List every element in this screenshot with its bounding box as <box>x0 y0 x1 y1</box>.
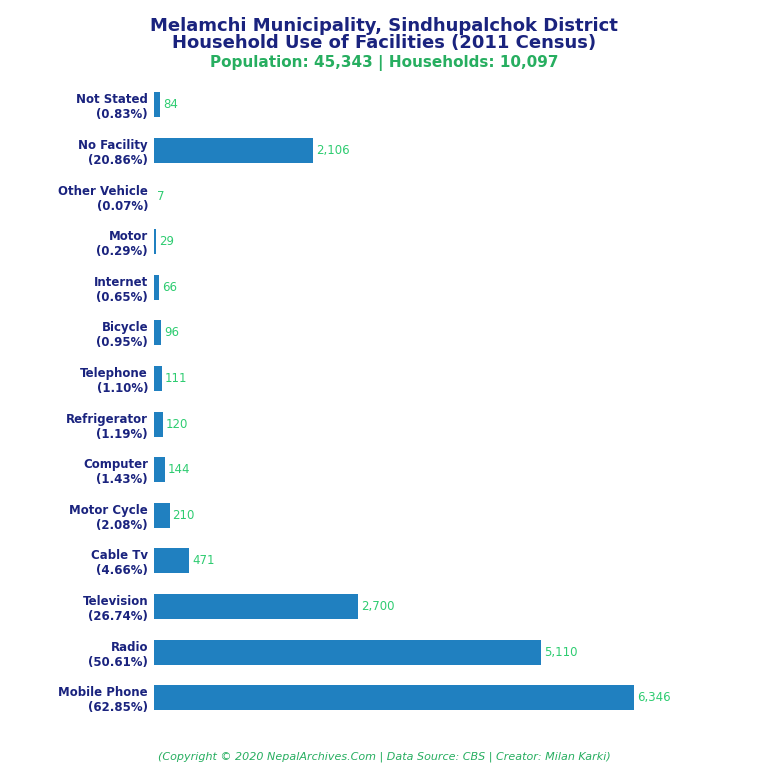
Bar <box>154 548 189 574</box>
Bar <box>154 92 160 118</box>
Text: (Copyright © 2020 NepalArchives.Com | Data Source: CBS | Creator: Milan Karki): (Copyright © 2020 NepalArchives.Com | Da… <box>157 751 611 762</box>
Text: 29: 29 <box>159 235 174 248</box>
Bar <box>154 275 159 300</box>
Bar <box>154 366 162 391</box>
Bar <box>154 640 541 664</box>
Text: 66: 66 <box>161 281 177 294</box>
Text: 120: 120 <box>166 418 188 431</box>
Bar <box>154 503 170 528</box>
Text: Population: 45,343 | Households: 10,097: Population: 45,343 | Households: 10,097 <box>210 55 558 71</box>
Text: 6,346: 6,346 <box>637 691 671 704</box>
Bar <box>154 412 163 437</box>
Bar <box>154 594 358 619</box>
Text: 471: 471 <box>192 554 215 568</box>
Text: 2,700: 2,700 <box>361 600 395 613</box>
Text: 144: 144 <box>167 463 190 476</box>
Text: 111: 111 <box>165 372 187 385</box>
Text: 210: 210 <box>173 508 195 521</box>
Text: 7: 7 <box>157 190 164 203</box>
Text: 96: 96 <box>164 326 179 339</box>
Text: 5,110: 5,110 <box>544 646 577 659</box>
Bar <box>154 320 161 346</box>
Bar <box>154 138 313 163</box>
Bar <box>154 685 634 710</box>
Bar <box>154 457 164 482</box>
Text: Household Use of Facilities (2011 Census): Household Use of Facilities (2011 Census… <box>172 34 596 51</box>
Text: 84: 84 <box>163 98 178 111</box>
Text: Melamchi Municipality, Sindhupalchok District: Melamchi Municipality, Sindhupalchok Dis… <box>150 17 618 35</box>
Bar <box>154 229 156 254</box>
Text: 2,106: 2,106 <box>316 144 349 157</box>
